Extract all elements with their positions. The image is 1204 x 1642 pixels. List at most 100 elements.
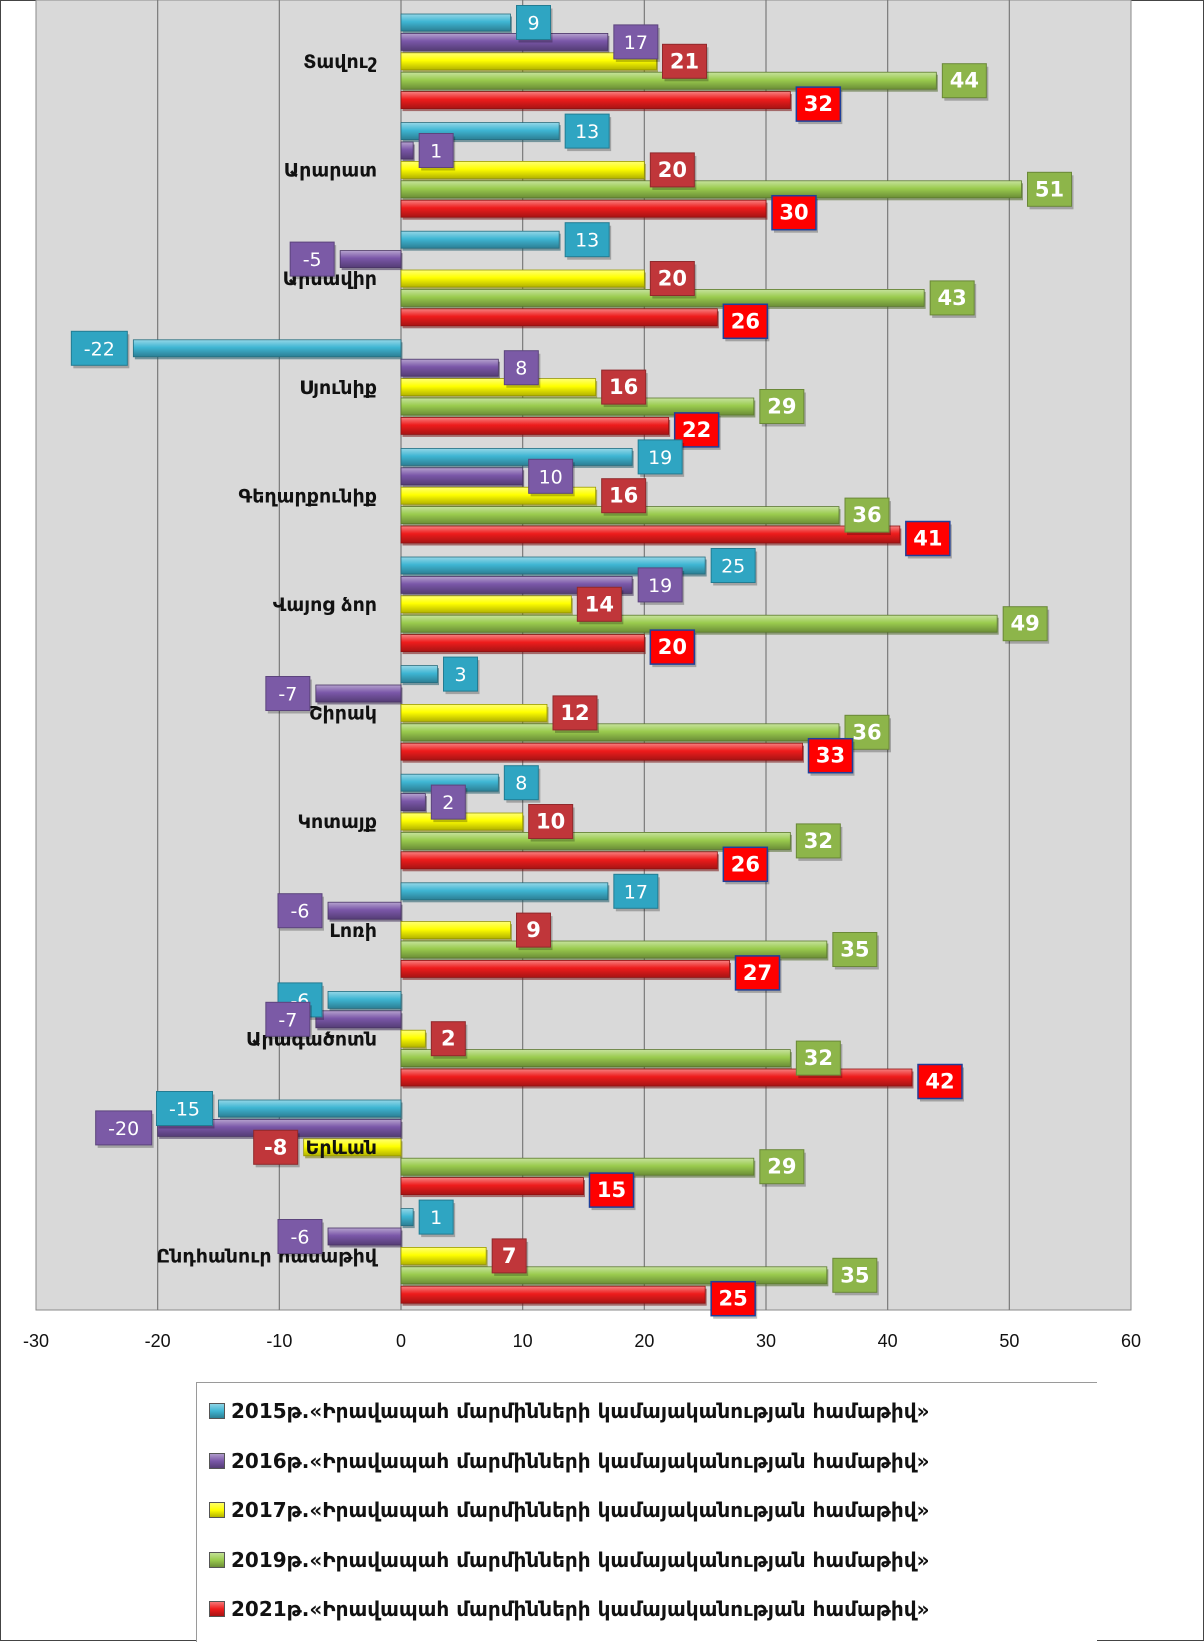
data-label: 20: [658, 267, 687, 291]
data-label: 15: [597, 1178, 626, 1202]
category-label: Լոռի: [329, 920, 377, 942]
legend-label: 2016թ.«Իրավապահ մարմինների կամայականությ…: [231, 1448, 930, 1473]
data-label: 16: [609, 484, 638, 508]
bar: [303, 1138, 402, 1157]
data-label: 25: [721, 556, 745, 578]
data-label-box: [564, 222, 610, 258]
data-label-box: [289, 241, 335, 277]
data-label: 8: [515, 773, 527, 795]
data-label: 7: [502, 1244, 517, 1268]
data-label-box: [516, 5, 551, 40]
legend-swatch: [209, 1452, 225, 1469]
data-label: 8: [515, 358, 527, 380]
bar: [400, 180, 1022, 199]
data-label: 41: [913, 527, 942, 551]
data-label: 13: [575, 230, 599, 252]
bar: [400, 1049, 791, 1067]
bar: [400, 921, 511, 939]
category-label: Գեղարքունիք: [238, 485, 377, 507]
bar: [400, 525, 901, 544]
bar: [400, 793, 426, 811]
data-label: 10: [536, 810, 565, 834]
category-label: Կոտայք: [297, 811, 377, 833]
data-label-box: [734, 955, 781, 991]
data-label: 26: [731, 852, 760, 876]
bar: [132, 339, 402, 358]
data-label: 43: [938, 286, 967, 310]
data-label-box: [418, 1199, 454, 1235]
data-label: 16: [609, 375, 638, 399]
bar: [400, 704, 548, 722]
category-label: Տավուշ: [303, 51, 377, 73]
data-label: 1: [430, 1207, 442, 1229]
bar: [327, 1227, 402, 1246]
data-label: -22: [84, 338, 115, 360]
data-label: 36: [852, 720, 881, 744]
data-label: 29: [767, 1155, 796, 1179]
data-label: 32: [804, 92, 833, 116]
data-label-box: [844, 497, 890, 533]
bar: [315, 684, 402, 703]
x-tick-label: 40: [878, 1331, 898, 1351]
x-tick-label: -20: [145, 1331, 171, 1351]
legend-item: 2019թ.«Իրավապահ մարմինների կամայականությ…: [209, 1540, 930, 1580]
data-label: 3: [454, 664, 466, 686]
data-label: -20: [108, 1118, 139, 1140]
bar: [400, 1029, 426, 1048]
category-label: Սյունիք: [299, 377, 377, 399]
x-tick-label: 10: [513, 1331, 533, 1351]
data-label-box: [722, 846, 769, 883]
data-label-box: [795, 1040, 841, 1076]
data-label: 21: [670, 49, 699, 73]
bar: [400, 141, 414, 160]
data-label-box: [759, 1149, 805, 1185]
legend-label: 2019թ.«Իրավապահ մարմինների կամայականությ…: [231, 1547, 930, 1572]
data-label-box: [253, 1129, 299, 1165]
data-label-box: [649, 629, 696, 665]
x-tick-label: 0: [396, 1331, 406, 1351]
data-label-box: [564, 113, 610, 149]
bar: [400, 576, 633, 594]
data-label-box: [70, 330, 128, 366]
data-label: 12: [560, 701, 589, 725]
data-label: 30: [779, 201, 808, 225]
data-label-box: [277, 1219, 323, 1254]
legend-item: 2016թ.«Իրավապահ մարմինների կամայականությ…: [209, 1441, 930, 1481]
legend-swatch: [209, 1502, 225, 1518]
legend-swatch: [209, 1551, 225, 1568]
data-label: -6: [291, 901, 310, 923]
bar: [400, 851, 718, 870]
data-label-box: [795, 823, 841, 859]
data-label-box: [710, 1280, 756, 1317]
data-label: 35: [840, 1263, 869, 1287]
data-label: 22: [682, 418, 711, 442]
category-label: Ընդհանուր համաթիվ: [156, 1246, 378, 1268]
data-label-box: [156, 1091, 213, 1126]
data-label-box: [1002, 606, 1048, 642]
data-label-box: [905, 520, 951, 557]
bar: [400, 634, 645, 652]
data-label: 36: [852, 503, 881, 527]
bar: [400, 1247, 487, 1265]
bar: [400, 397, 755, 416]
bar: [400, 467, 524, 486]
data-label: 2: [441, 1027, 456, 1051]
data-label-box: [929, 280, 975, 316]
data-label: 42: [925, 1070, 954, 1094]
bar: [400, 1208, 414, 1226]
data-label: 2: [442, 792, 454, 814]
data-label-box: [613, 24, 659, 60]
data-label-box: [528, 804, 574, 839]
data-label-box: [503, 350, 539, 386]
data-label: 49: [1011, 612, 1040, 636]
data-label-box: [418, 133, 454, 168]
data-label-box: [430, 1021, 466, 1057]
data-label-box: [265, 1001, 311, 1037]
bar: [400, 33, 609, 51]
data-label-box: [710, 548, 756, 583]
bar: [400, 556, 706, 575]
bar: [339, 250, 402, 269]
bar: [400, 13, 511, 32]
x-tick-label: 60: [1121, 1331, 1141, 1351]
data-label-box: [528, 458, 574, 494]
